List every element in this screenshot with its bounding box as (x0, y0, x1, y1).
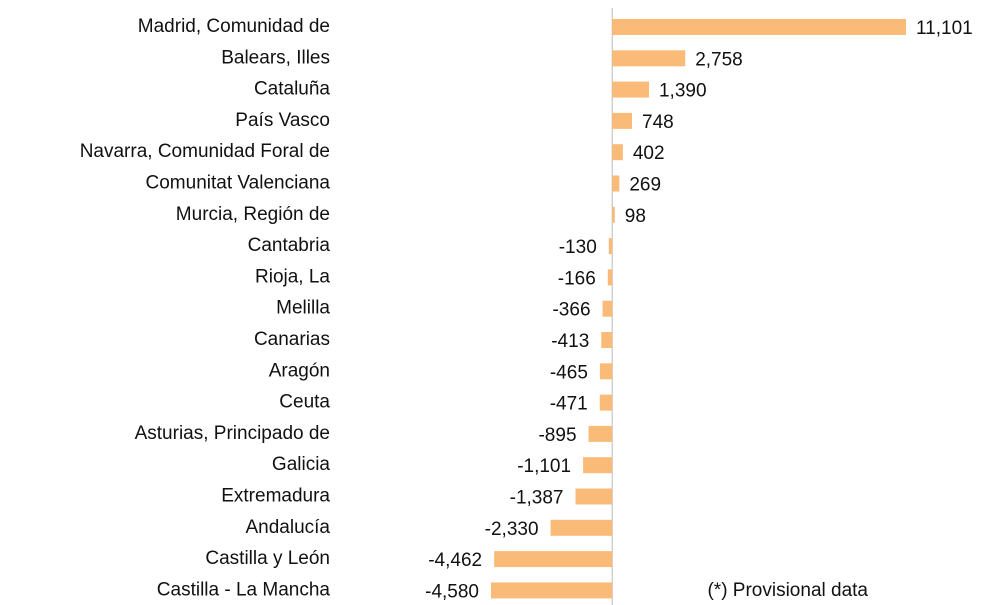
value-label: -166 (558, 268, 596, 289)
bar (612, 206, 615, 223)
value-label: 2,758 (695, 49, 743, 70)
bar (612, 112, 633, 129)
bar (494, 551, 613, 568)
value-label: 269 (629, 175, 661, 196)
value-label: -465 (550, 362, 588, 383)
category-label: País Vasco (235, 110, 330, 131)
bar (491, 582, 613, 599)
category-label: Balears, Illes (221, 47, 330, 68)
value-label: 98 (625, 206, 646, 227)
category-label: Castilla y León (205, 548, 330, 569)
value-label: -1,101 (517, 456, 571, 477)
category-label: Ceuta (279, 392, 330, 413)
category-label: Extremadura (221, 486, 330, 507)
value-label: -1,387 (510, 488, 564, 509)
bar (575, 488, 613, 505)
category-label: Murcia, Región de (176, 204, 330, 225)
category-label: Comunitat Valenciana (146, 173, 331, 194)
bar (612, 19, 906, 35)
bar (583, 457, 613, 474)
value-label: -895 (538, 425, 576, 446)
value-label: -413 (551, 331, 589, 352)
bar (599, 363, 613, 380)
value-label: 748 (642, 112, 674, 133)
bar (608, 238, 613, 255)
bar (601, 332, 613, 348)
value-label: -130 (559, 237, 597, 258)
value-label: -471 (550, 394, 588, 415)
category-label: Galicia (272, 454, 331, 475)
value-label: -4,462 (428, 550, 482, 571)
value-label: 11,101 (916, 18, 973, 39)
category-label: Andalucía (245, 517, 330, 538)
bar (550, 519, 613, 536)
bar (588, 425, 613, 442)
bar (612, 175, 620, 192)
category-label: Melilla (276, 298, 330, 319)
category-label: Canarias (254, 329, 330, 350)
bar (612, 50, 686, 67)
category-label: Cantabria (248, 235, 331, 256)
value-label: -4,580 (425, 581, 479, 602)
value-label: 1,390 (659, 81, 707, 102)
bar (607, 269, 613, 286)
category-label: Navarra, Comunidad Foral de (80, 141, 330, 162)
bar (602, 300, 613, 317)
bar (599, 394, 613, 411)
value-label: 402 (633, 143, 665, 164)
category-label: Aragón (269, 360, 330, 381)
category-label: Asturias, Principado de (135, 423, 330, 444)
value-label: -366 (552, 300, 590, 321)
category-label: Cataluña (254, 79, 330, 100)
bar (612, 144, 623, 161)
value-label: -2,330 (485, 519, 539, 540)
category-label: Rioja, La (255, 266, 330, 287)
bar (612, 81, 649, 98)
annotation: (*) Provisional data (707, 580, 868, 601)
category-label: Castilla - La Mancha (157, 579, 331, 600)
category-label: Madrid, Comunidad de (138, 16, 330, 37)
